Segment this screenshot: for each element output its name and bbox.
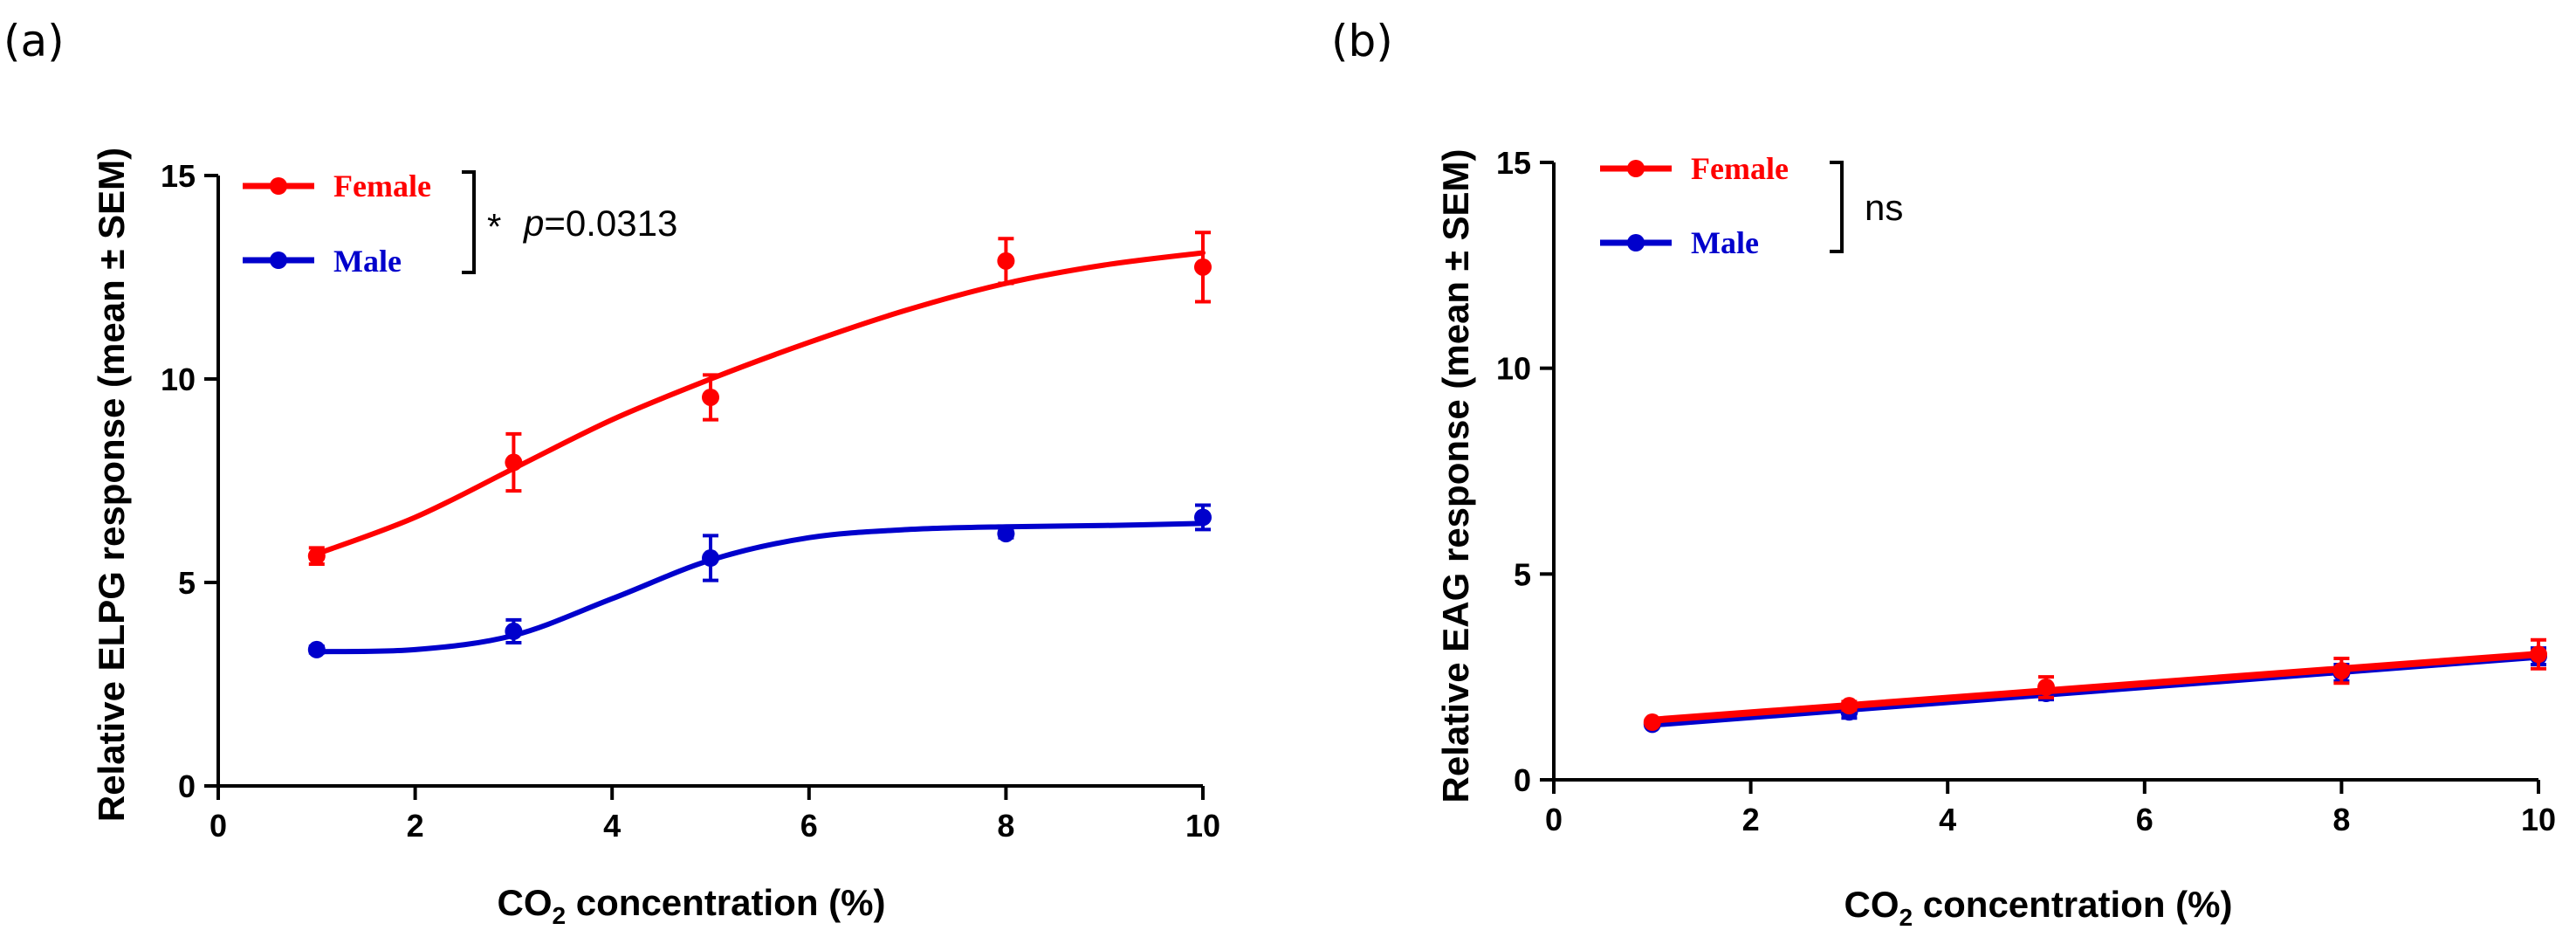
x-tick-label: 2 [1742,802,1760,837]
x-axis-title: CO2 concentration (%) [498,882,886,929]
x-axis-title-sub: 2 [1899,904,1913,931]
x-tick-label: 8 [997,808,1014,844]
y-axis-title: Relative EAG response (mean ± SEM) [1435,149,1476,803]
legend-male-marker [270,251,287,269]
y-tick-label: 10 [1496,351,1531,387]
x-tick-label: 0 [210,808,227,844]
male-data-point [505,622,523,640]
female-data-point [2530,645,2547,664]
x-tick-label: 6 [800,808,818,844]
y-tick-label: 0 [1514,762,1531,798]
female-data-point [1643,713,1661,732]
panel-b-letter: (b) [1331,16,1393,66]
female-data-point [505,453,523,472]
legend-female-marker [1627,160,1645,177]
male-data-point [1194,508,1212,527]
ns-annotation: ns [1865,187,1903,228]
male-data-point [997,525,1015,543]
y-tick-label: 0 [178,768,196,804]
panel-a-letter: (a) [3,16,65,66]
x-tick-label: 4 [603,808,621,844]
x-axis-title-rest: concentration (%) [1913,884,2232,925]
x-axis-title-main: CO [498,882,553,923]
female-data-point [702,388,719,406]
x-axis-title-rest: concentration (%) [566,882,885,923]
x-tick-label: 6 [2136,802,2154,837]
legend-female-marker [270,177,287,195]
y-tick-label: 10 [161,362,196,397]
y-tick-label: 15 [161,158,196,194]
female-data-point [1194,258,1212,276]
male-data-point [307,640,326,658]
p-value-italic: p [522,203,544,244]
y-tick-label: 15 [1496,145,1531,181]
x-tick-label: 0 [1545,802,1563,837]
legend-male-label: Male [333,244,402,279]
p-value-annotation: p=0.0313 [522,203,677,244]
male-data-point [702,549,719,568]
x-tick-label: 4 [1939,802,1956,837]
panel-a: (a) 0 2 4 6 8 10 0 5 10 15 Female Male * p=0.0313… [3,16,1220,929]
female-data-point [307,547,326,565]
x-axis-title-sub: 2 [553,902,567,929]
female-fit-curve [313,250,1206,557]
legend-female-label: Female [333,169,431,203]
female-data-point [2332,662,2351,680]
significance-bracket [1830,161,1844,253]
female-data-point [2037,678,2055,696]
x-tick-label: 8 [2332,802,2350,837]
legend-female-label: Female [1691,151,1789,186]
female-fit-curve [1648,651,2542,724]
significance-bracket [462,170,476,274]
x-axis-title-main: CO [1844,884,1899,925]
x-tick-label: 10 [2521,802,2556,837]
y-axis-title: Relative ELPG response (mean ± SEM) [91,148,132,822]
x-tick-label: 10 [1185,808,1220,844]
legend-male-marker [1627,234,1645,251]
significance-star: * [487,206,501,247]
x-axis-title: CO2 concentration (%) [1844,884,2233,931]
y-tick-label: 5 [1514,556,1531,592]
p-value-rest: =0.0313 [544,203,677,244]
y-tick-label: 5 [178,565,196,601]
male-fit-curve [313,520,1206,655]
legend-male-label: Male [1691,225,1759,260]
female-data-point [997,251,1015,270]
x-tick-label: 2 [407,808,424,844]
female-data-point [1840,697,1858,715]
